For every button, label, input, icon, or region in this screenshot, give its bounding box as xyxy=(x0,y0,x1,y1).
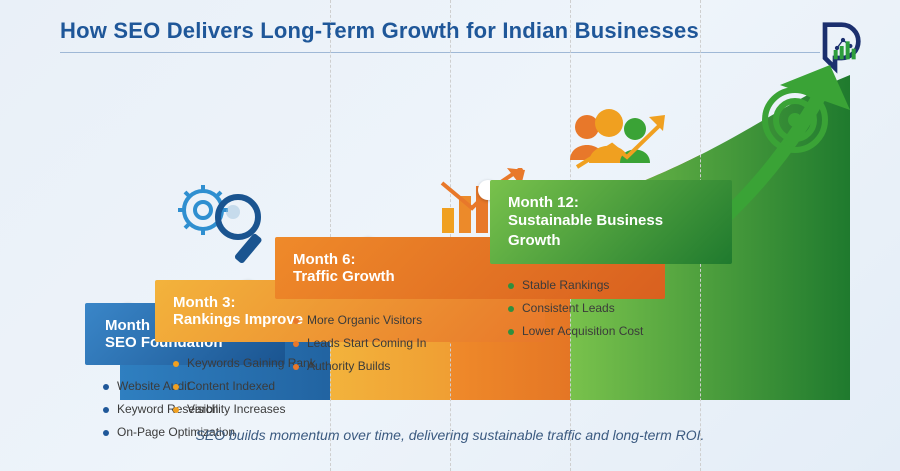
step3-bullet-0: More Organic Visitors xyxy=(293,313,426,327)
step4-bullets: Stable Rankings Consistent Leads Lower A… xyxy=(490,278,643,347)
search-settings-icon xyxy=(175,182,275,282)
step4-month-label: Month 12: xyxy=(508,194,718,211)
step4-bullet-0: Stable Rankings xyxy=(508,278,643,292)
step-month12: Month 12: Sustainable Business Growth St… xyxy=(620,180,850,264)
step4-bullet-1: Consistent Leads xyxy=(508,301,643,315)
step3-bullet-1: Leads Start Coming In xyxy=(293,336,426,350)
step3-bullets: More Organic Visitors Leads Start Coming… xyxy=(275,313,426,382)
step4-phase-label: Sustainable Business Growth xyxy=(508,211,718,250)
footer-caption: SEO builds momentum over time, deliverin… xyxy=(0,427,900,443)
infographic-root: How SEO Delivers Long-Term Growth for In… xyxy=(0,0,900,471)
step3-bullet-2: Authority Builds xyxy=(293,359,426,373)
step4-bullet-2: Lower Acquisition Cost xyxy=(508,324,643,338)
divider-1 xyxy=(330,0,331,471)
step2-bullet-2: Visibility Increases xyxy=(173,402,316,416)
